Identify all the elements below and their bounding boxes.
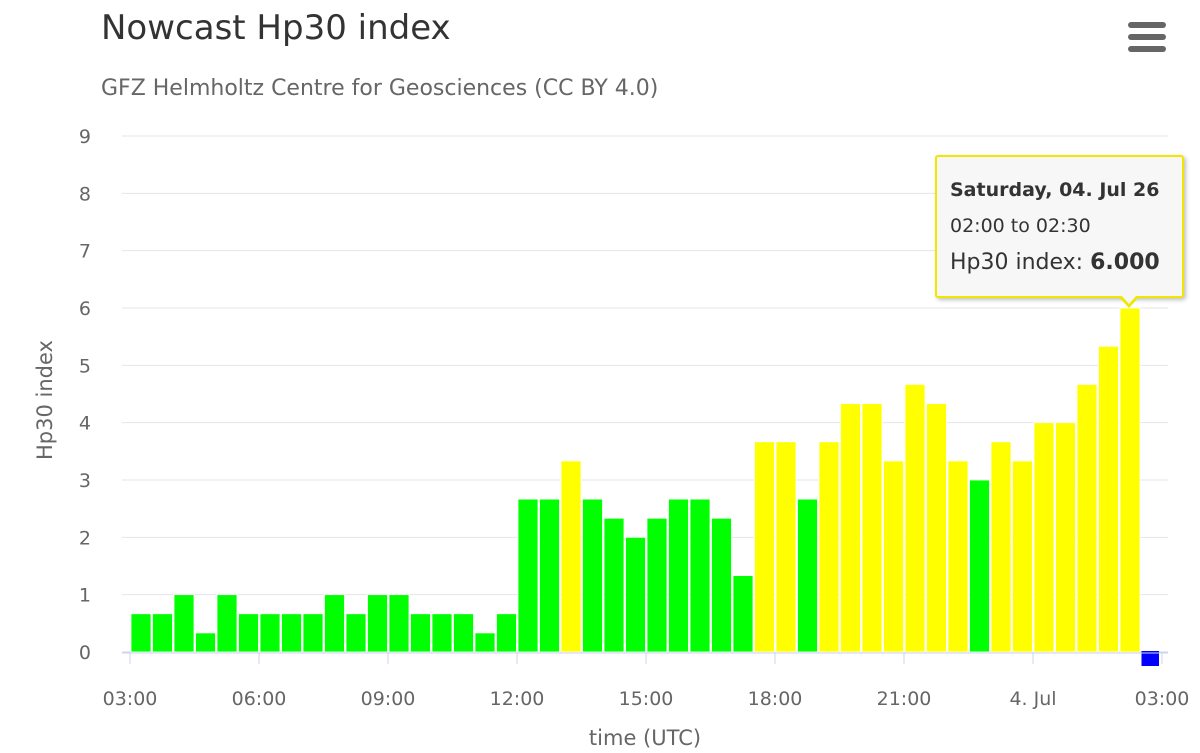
bar — [1119, 307, 1141, 653]
x-tick-label: 21:00 — [877, 688, 932, 710]
bar — [517, 498, 539, 653]
y-tick-label: 4 — [79, 413, 91, 435]
x-tick-label: 18:00 — [748, 688, 803, 710]
x-axis-title: time (UTC) — [589, 726, 701, 750]
bar — [603, 517, 625, 653]
bar — [926, 403, 947, 653]
bar — [668, 498, 689, 653]
bar — [238, 613, 259, 653]
bar — [646, 517, 668, 653]
hamburger-menu-icon[interactable] — [1128, 22, 1166, 52]
bar — [711, 517, 732, 653]
x-tick-label: 03:00 — [103, 688, 158, 710]
tooltip-time-range: 02:00 to 02:30 — [950, 215, 1091, 237]
chart-tooltip: Saturday, 04. Jul 26 02:00 to 02:30 Hp30… — [935, 155, 1184, 298]
bar — [345, 613, 367, 653]
bar — [990, 441, 1012, 653]
y-tick-label: 7 — [79, 241, 91, 263]
bar — [496, 613, 517, 653]
tooltip-label: Hp30 index: — [950, 250, 1091, 275]
bar — [840, 403, 861, 653]
x-tick-label: 09:00 — [361, 688, 416, 710]
y-tick-label: 0 — [79, 642, 91, 664]
bar — [732, 575, 754, 653]
bar — [259, 613, 281, 653]
bar — [582, 498, 603, 653]
y-tick-label: 9 — [79, 126, 91, 148]
bar — [754, 441, 775, 653]
bar — [861, 403, 883, 653]
bar — [1055, 422, 1076, 653]
bar — [1141, 651, 1159, 666]
bar — [388, 594, 410, 653]
bar — [281, 613, 302, 653]
bar — [775, 441, 797, 653]
y-tick-label: 5 — [79, 355, 91, 377]
y-axis-title: Hp30 index — [33, 340, 57, 460]
bar — [410, 613, 431, 653]
bar — [883, 460, 904, 653]
bar — [1098, 345, 1119, 653]
tooltip-date: Saturday, 04. Jul 26 — [950, 179, 1160, 201]
bar — [152, 613, 173, 653]
bar — [195, 632, 216, 653]
bar — [431, 613, 453, 653]
bar — [130, 613, 152, 653]
x-tick-label: 4. Jul — [1009, 688, 1056, 710]
y-tick-label: 3 — [79, 470, 91, 492]
chart-title: Nowcast Hp30 index — [101, 8, 451, 48]
bar — [324, 594, 345, 653]
bar — [560, 460, 582, 653]
y-tick-label: 8 — [79, 183, 91, 205]
bar — [818, 441, 840, 653]
bar — [173, 594, 195, 653]
bar — [689, 498, 711, 653]
x-tick-label: 12:00 — [490, 688, 545, 710]
bar — [797, 498, 818, 653]
x-tick-label: 06:00 — [232, 688, 287, 710]
bar — [947, 460, 969, 653]
bar — [1012, 460, 1033, 653]
y-tick-label: 6 — [79, 298, 91, 320]
chart-subtitle: GFZ Helmholtz Centre for Geosciences (CC… — [101, 76, 659, 101]
bar — [302, 613, 324, 653]
y-tick-label: 2 — [79, 527, 91, 549]
bar — [1033, 422, 1055, 653]
tooltip-value-line: Hp30 index: 6.000 — [950, 250, 1160, 275]
x-tick-label: 03:00 — [1135, 688, 1190, 710]
bar — [969, 479, 990, 653]
tooltip-value: 6.000 — [1090, 250, 1160, 275]
bar — [539, 498, 560, 653]
y-tick-label: 1 — [79, 585, 91, 607]
bar — [216, 594, 238, 653]
bar — [1076, 384, 1098, 653]
bar — [367, 594, 388, 653]
x-tick-label: 15:00 — [619, 688, 674, 710]
bar — [474, 632, 496, 653]
bar — [904, 384, 926, 653]
bar — [625, 536, 646, 653]
bar — [453, 613, 474, 653]
